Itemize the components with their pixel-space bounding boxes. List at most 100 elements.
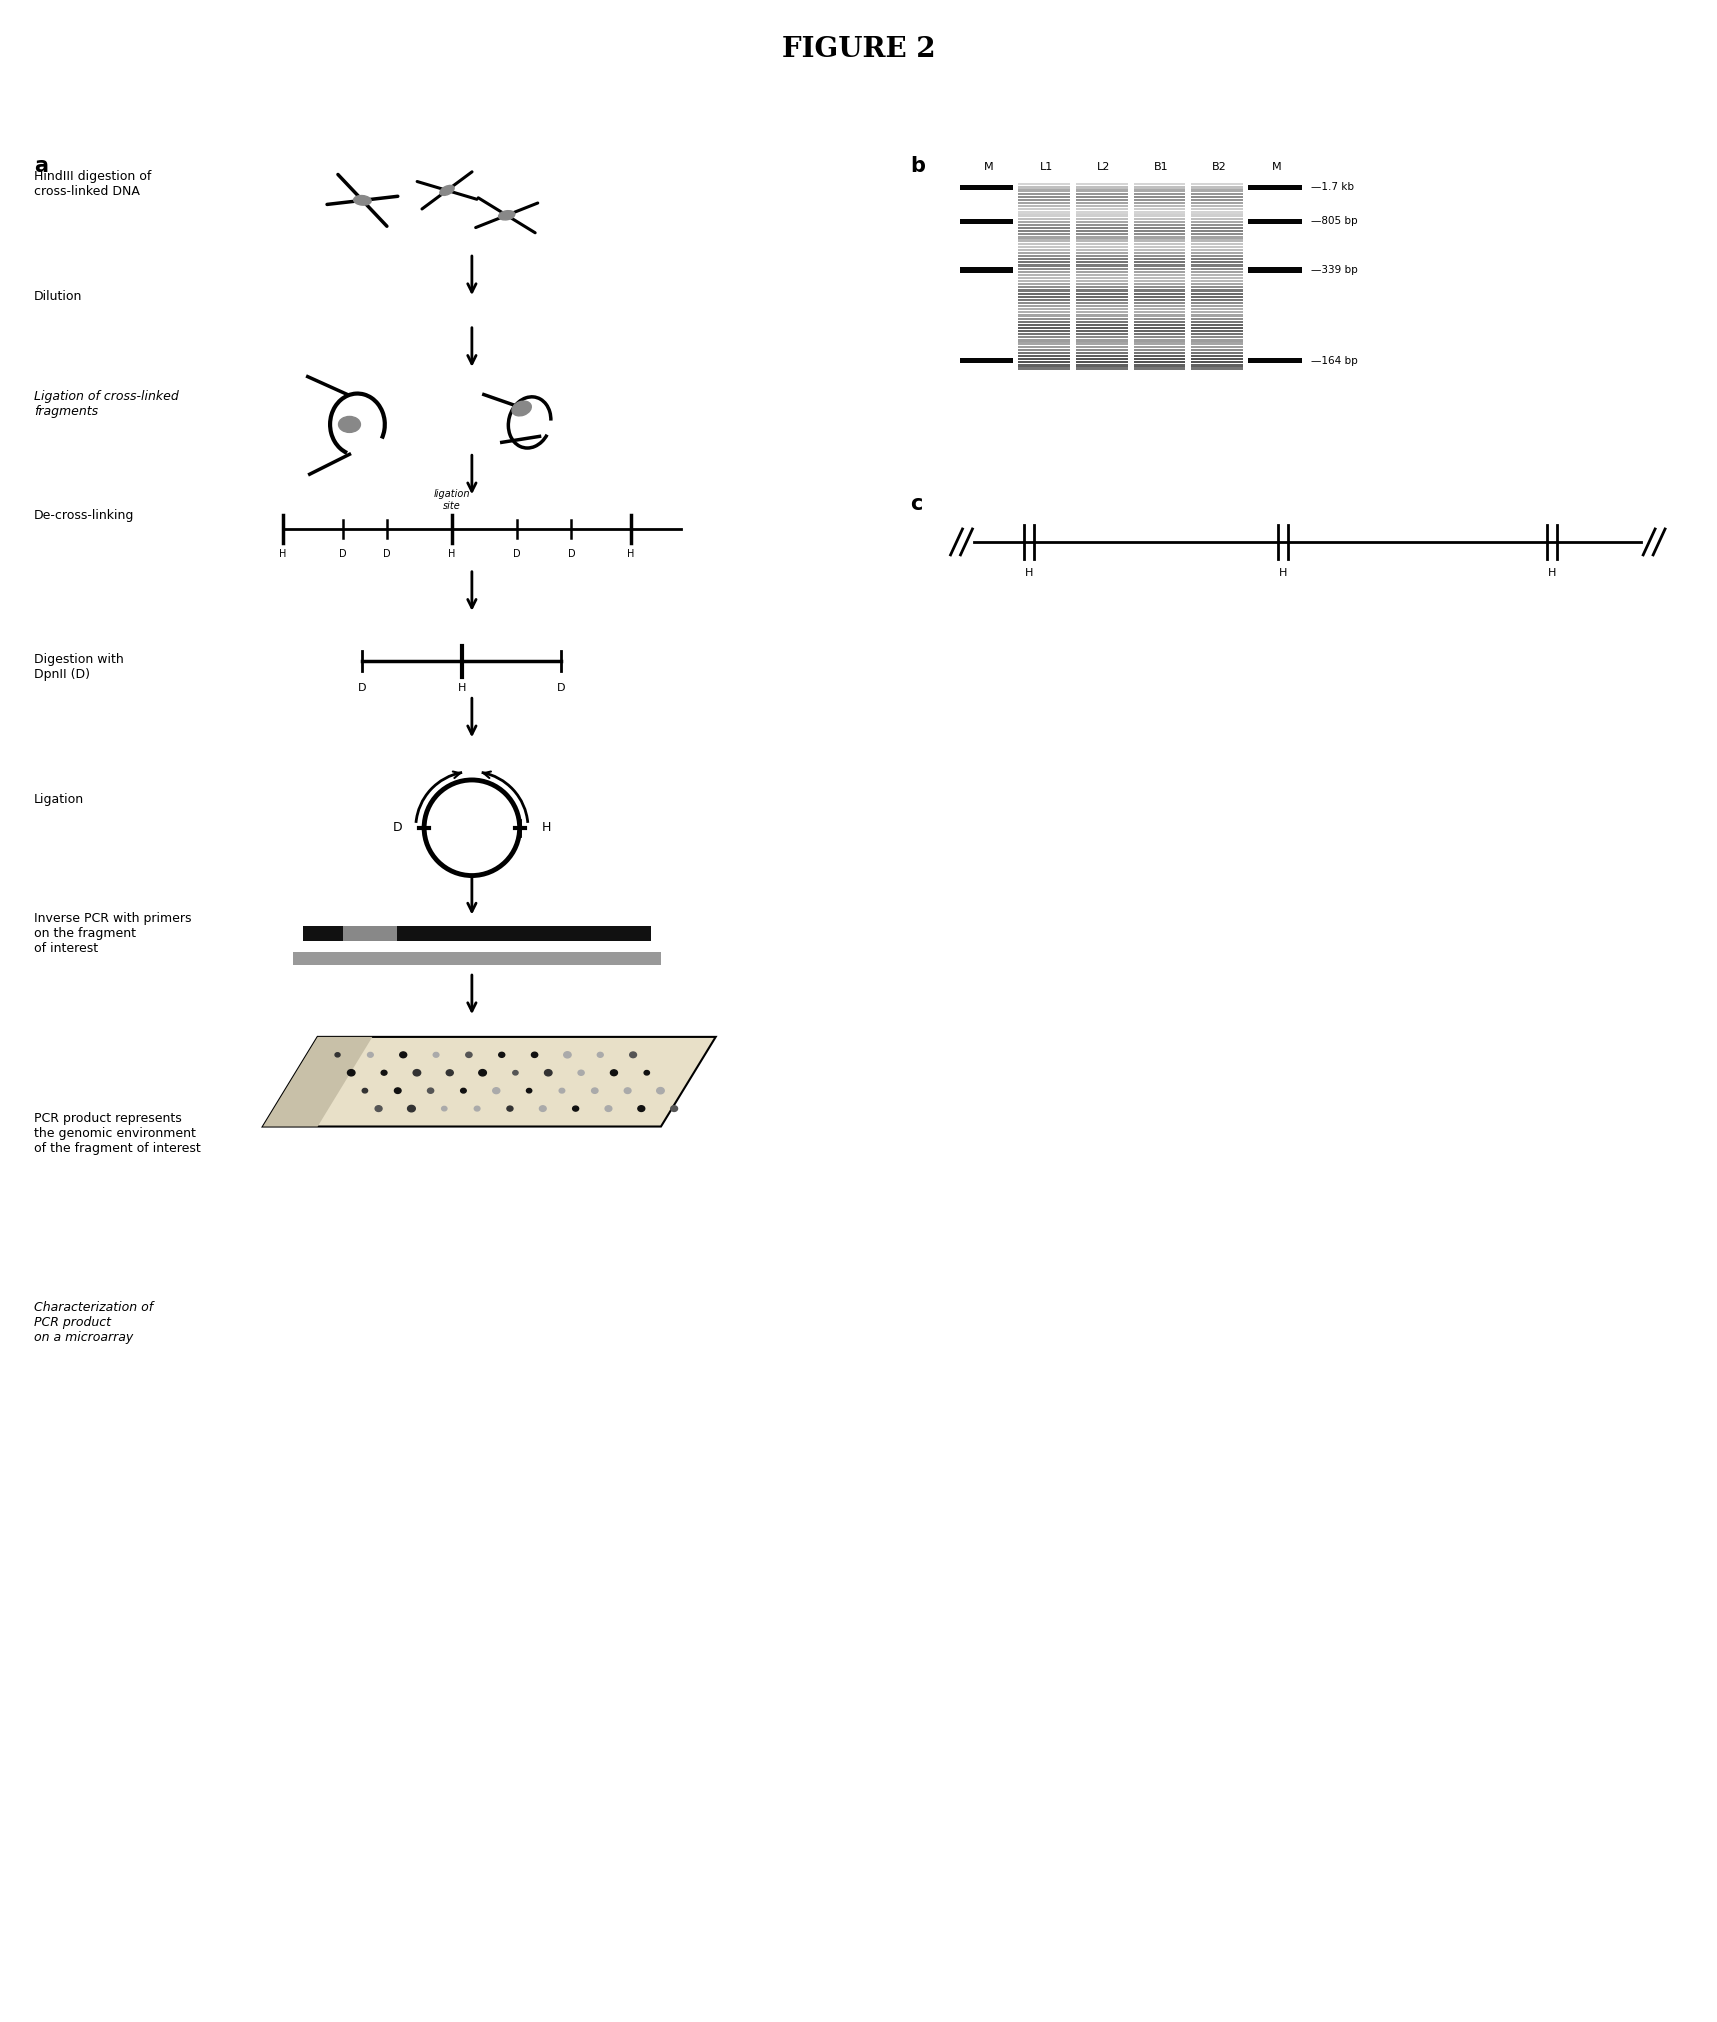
Bar: [1133, 239, 1185, 241]
Ellipse shape: [474, 1106, 481, 1110]
Bar: [1248, 218, 1301, 224]
Bar: [1077, 196, 1128, 198]
Bar: [1077, 231, 1128, 233]
Text: a: a: [34, 156, 48, 176]
Bar: [1192, 301, 1243, 303]
Bar: [1077, 305, 1128, 307]
Bar: [1018, 261, 1070, 263]
Bar: [960, 267, 1013, 273]
Bar: [1192, 198, 1243, 200]
Ellipse shape: [656, 1088, 664, 1094]
Bar: [1192, 226, 1243, 228]
Bar: [1077, 301, 1128, 303]
Text: De-cross-linking: De-cross-linking: [34, 510, 134, 522]
Polygon shape: [263, 1037, 373, 1126]
Bar: [1192, 184, 1243, 186]
Ellipse shape: [428, 1088, 434, 1094]
Text: L1: L1: [1039, 162, 1053, 172]
Bar: [342, 926, 397, 942]
Bar: [1077, 192, 1128, 194]
Bar: [1192, 233, 1243, 235]
Bar: [960, 184, 1013, 190]
Bar: [1018, 368, 1070, 370]
Ellipse shape: [560, 1088, 565, 1094]
Bar: [1077, 334, 1128, 336]
Ellipse shape: [460, 1088, 467, 1094]
Bar: [1018, 196, 1070, 198]
Bar: [1018, 233, 1070, 235]
Bar: [1192, 277, 1243, 279]
Bar: [1192, 311, 1243, 313]
Bar: [1018, 273, 1070, 275]
Bar: [1077, 342, 1128, 344]
Bar: [1077, 190, 1128, 192]
Bar: [1133, 247, 1185, 249]
Bar: [1192, 328, 1243, 330]
Bar: [1192, 307, 1243, 309]
Bar: [960, 358, 1013, 364]
Bar: [1077, 330, 1128, 332]
Text: FIGURE 2: FIGURE 2: [781, 36, 936, 63]
Text: D: D: [568, 548, 575, 558]
Bar: [1192, 190, 1243, 192]
Ellipse shape: [479, 1070, 486, 1076]
Bar: [1018, 247, 1070, 249]
Bar: [1018, 231, 1070, 233]
Bar: [1018, 249, 1070, 251]
Bar: [1192, 273, 1243, 275]
Text: D: D: [338, 548, 347, 558]
Bar: [1133, 231, 1185, 233]
Bar: [1192, 196, 1243, 198]
Bar: [1018, 198, 1070, 200]
Bar: [1077, 346, 1128, 348]
Ellipse shape: [512, 400, 531, 417]
Bar: [1018, 224, 1070, 226]
Bar: [1133, 249, 1185, 251]
Ellipse shape: [527, 1088, 532, 1092]
Bar: [1077, 253, 1128, 255]
Bar: [1077, 202, 1128, 204]
Bar: [1077, 261, 1128, 263]
Bar: [1018, 243, 1070, 245]
Ellipse shape: [395, 1088, 402, 1094]
Bar: [1018, 364, 1070, 366]
Bar: [1077, 340, 1128, 342]
Text: —164 bp: —164 bp: [1310, 356, 1358, 366]
Text: —1.7 kb: —1.7 kb: [1310, 182, 1353, 192]
Bar: [1133, 289, 1185, 291]
Bar: [1192, 259, 1243, 261]
Text: H: H: [458, 683, 465, 694]
Bar: [1077, 368, 1128, 370]
Bar: [1133, 358, 1185, 360]
Bar: [1133, 237, 1185, 239]
Text: H: H: [1547, 568, 1556, 578]
Bar: [1192, 358, 1243, 360]
Bar: [1018, 277, 1070, 279]
Bar: [1192, 192, 1243, 194]
Ellipse shape: [498, 210, 515, 220]
Ellipse shape: [381, 1070, 386, 1076]
Ellipse shape: [338, 417, 361, 433]
Bar: [1077, 348, 1128, 352]
Ellipse shape: [440, 186, 455, 196]
Ellipse shape: [579, 1070, 584, 1076]
Text: c: c: [910, 493, 922, 514]
Bar: [1133, 202, 1185, 204]
Bar: [1133, 307, 1185, 309]
Ellipse shape: [563, 1051, 572, 1058]
Bar: [1018, 186, 1070, 188]
Bar: [1077, 233, 1128, 235]
Bar: [1077, 249, 1128, 251]
Bar: [1192, 334, 1243, 336]
Bar: [1077, 328, 1128, 330]
Bar: [1077, 277, 1128, 279]
Bar: [1133, 352, 1185, 354]
Text: M: M: [1272, 162, 1283, 172]
Ellipse shape: [637, 1106, 646, 1112]
Bar: [1192, 317, 1243, 319]
Bar: [1077, 220, 1128, 222]
Bar: [1192, 261, 1243, 263]
Bar: [1018, 334, 1070, 336]
Bar: [1077, 224, 1128, 226]
Bar: [1077, 218, 1128, 220]
